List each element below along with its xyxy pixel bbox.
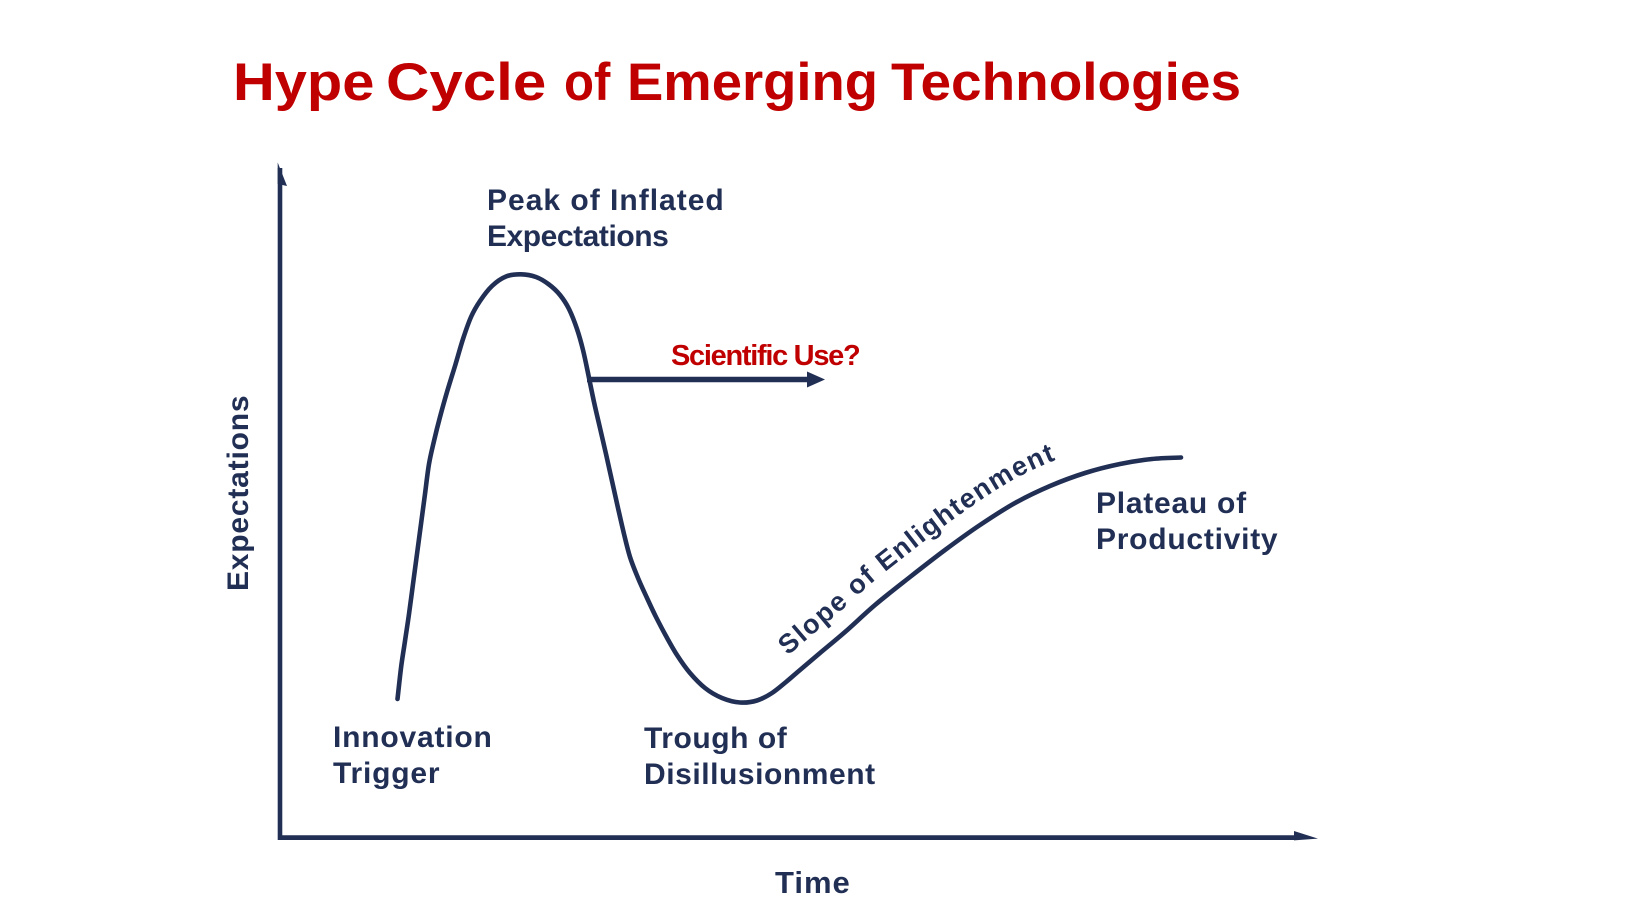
svg-text:Slope of Enlightenment: Slope of Enlightenment (772, 438, 1058, 661)
